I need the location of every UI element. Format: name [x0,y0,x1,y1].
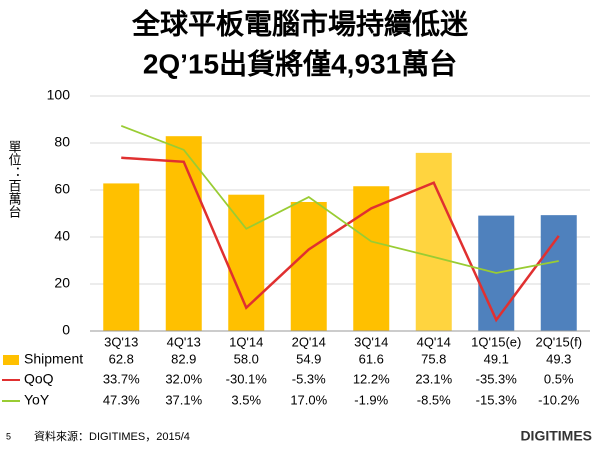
table-value: 82.9 [171,351,196,366]
table-value: 75.8 [421,351,446,366]
bar [165,136,202,331]
table-value: -30.1% [226,371,268,386]
table-value: 61.6 [359,351,384,366]
table-value: 37.1% [165,392,202,407]
table-value: 49.3 [546,351,571,366]
legend-key [3,355,19,365]
table-value: -15.3% [476,392,518,407]
legend-label: YoY [24,392,50,408]
logo: DIGITIMES [520,428,592,444]
table-value: 3.5% [231,392,261,407]
table-value: -10.2% [538,392,580,407]
y-tick-label: 40 [54,228,70,244]
y-axis-label: 單位：百萬台 [7,140,22,218]
table-value: -5.3% [292,371,326,386]
y-tick-label: 20 [54,275,70,291]
table-value: 17.0% [290,392,327,407]
source: 資料來源：DIGITIMES，2015/4 [34,429,190,443]
bar [228,194,265,331]
y-tick-label: 100 [47,87,71,103]
table-value: 47.3% [103,392,140,407]
line-series [120,125,559,274]
legend-label: QoQ [24,371,54,387]
table-value: 62.8 [109,351,134,366]
y-tick-label: 80 [54,134,70,150]
y-tick-label: 60 [54,181,70,197]
chart-title: 全球平板電腦市場持續低迷 [131,7,469,39]
x-tick-label: 4Q'14 [417,334,451,349]
x-tick-label: 2Q'14 [292,334,326,349]
bar [103,183,140,331]
table-value: 58.0 [234,351,259,366]
x-tick-label: 1Q'14 [229,334,263,349]
bar [540,215,577,331]
bar [353,186,390,331]
bar [415,152,452,331]
table-value: 49.1 [484,351,509,366]
x-tick-label: 4Q'13 [167,334,201,349]
legend-label: Shipment [24,351,83,367]
x-tick-label: 1Q'15(e) [471,334,521,349]
chart-subtitle: 2Q’15出貨將僅4,931萬台 [143,47,457,79]
table-value: 32.0% [165,371,202,386]
x-tick-label: 3Q'14 [354,334,388,349]
table-value: -8.5% [417,392,451,407]
table-value: 23.1% [415,371,452,386]
table-value: 0.5% [544,371,574,386]
bar [290,201,327,331]
table-value: 54.9 [296,351,321,366]
x-tick-label: 3Q'13 [104,334,138,349]
page-number: 5 [6,431,11,441]
table-value: -1.9% [354,392,388,407]
line-series [121,156,560,323]
table-value: 12.2% [353,371,390,386]
y-tick-label: 0 [62,322,70,338]
table-value: 33.7% [103,371,140,386]
x-tick-label: 2Q'15(f) [535,334,582,349]
table-value: -35.3% [476,371,518,386]
